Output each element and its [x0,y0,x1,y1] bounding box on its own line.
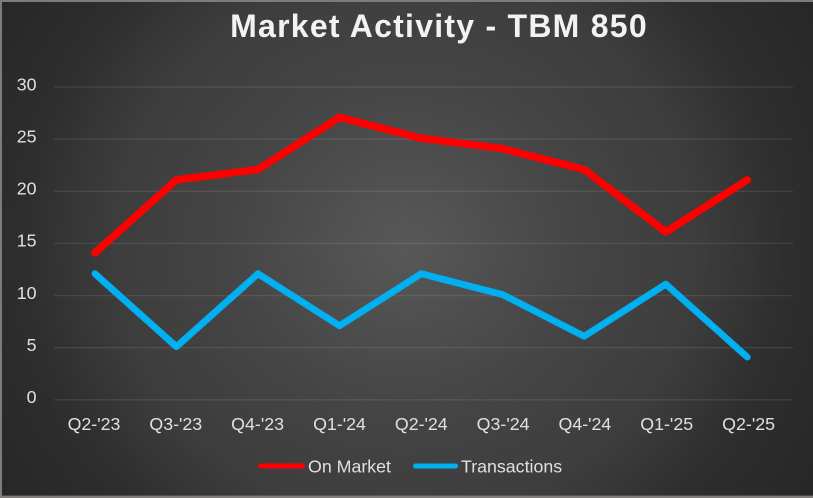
svg-text:25: 25 [17,126,37,146]
svg-text:Q3-'24: Q3-'24 [477,414,530,434]
svg-text:5: 5 [27,335,37,355]
svg-text:Q2-'23: Q2-'23 [68,414,121,434]
svg-text:On Market: On Market [308,456,391,476]
svg-text:Q4-'24: Q4-'24 [558,414,611,434]
svg-text:Q1-'25: Q1-'25 [640,414,693,434]
svg-text:30: 30 [17,74,37,94]
svg-text:Q2-'24: Q2-'24 [395,414,448,434]
svg-text:Q4-'23: Q4-'23 [231,414,284,434]
svg-text:10: 10 [17,283,37,303]
svg-text:0: 0 [27,387,37,407]
svg-text:Q1-'24: Q1-'24 [313,414,366,434]
svg-text:Market Activity - TBM 850: Market Activity - TBM 850 [230,8,648,44]
svg-text:15: 15 [17,231,37,251]
svg-text:Transactions: Transactions [461,456,562,476]
svg-text:Q2-'25: Q2-'25 [722,414,775,434]
svg-text:20: 20 [17,179,37,199]
svg-text:Q3-'23: Q3-'23 [149,414,202,434]
